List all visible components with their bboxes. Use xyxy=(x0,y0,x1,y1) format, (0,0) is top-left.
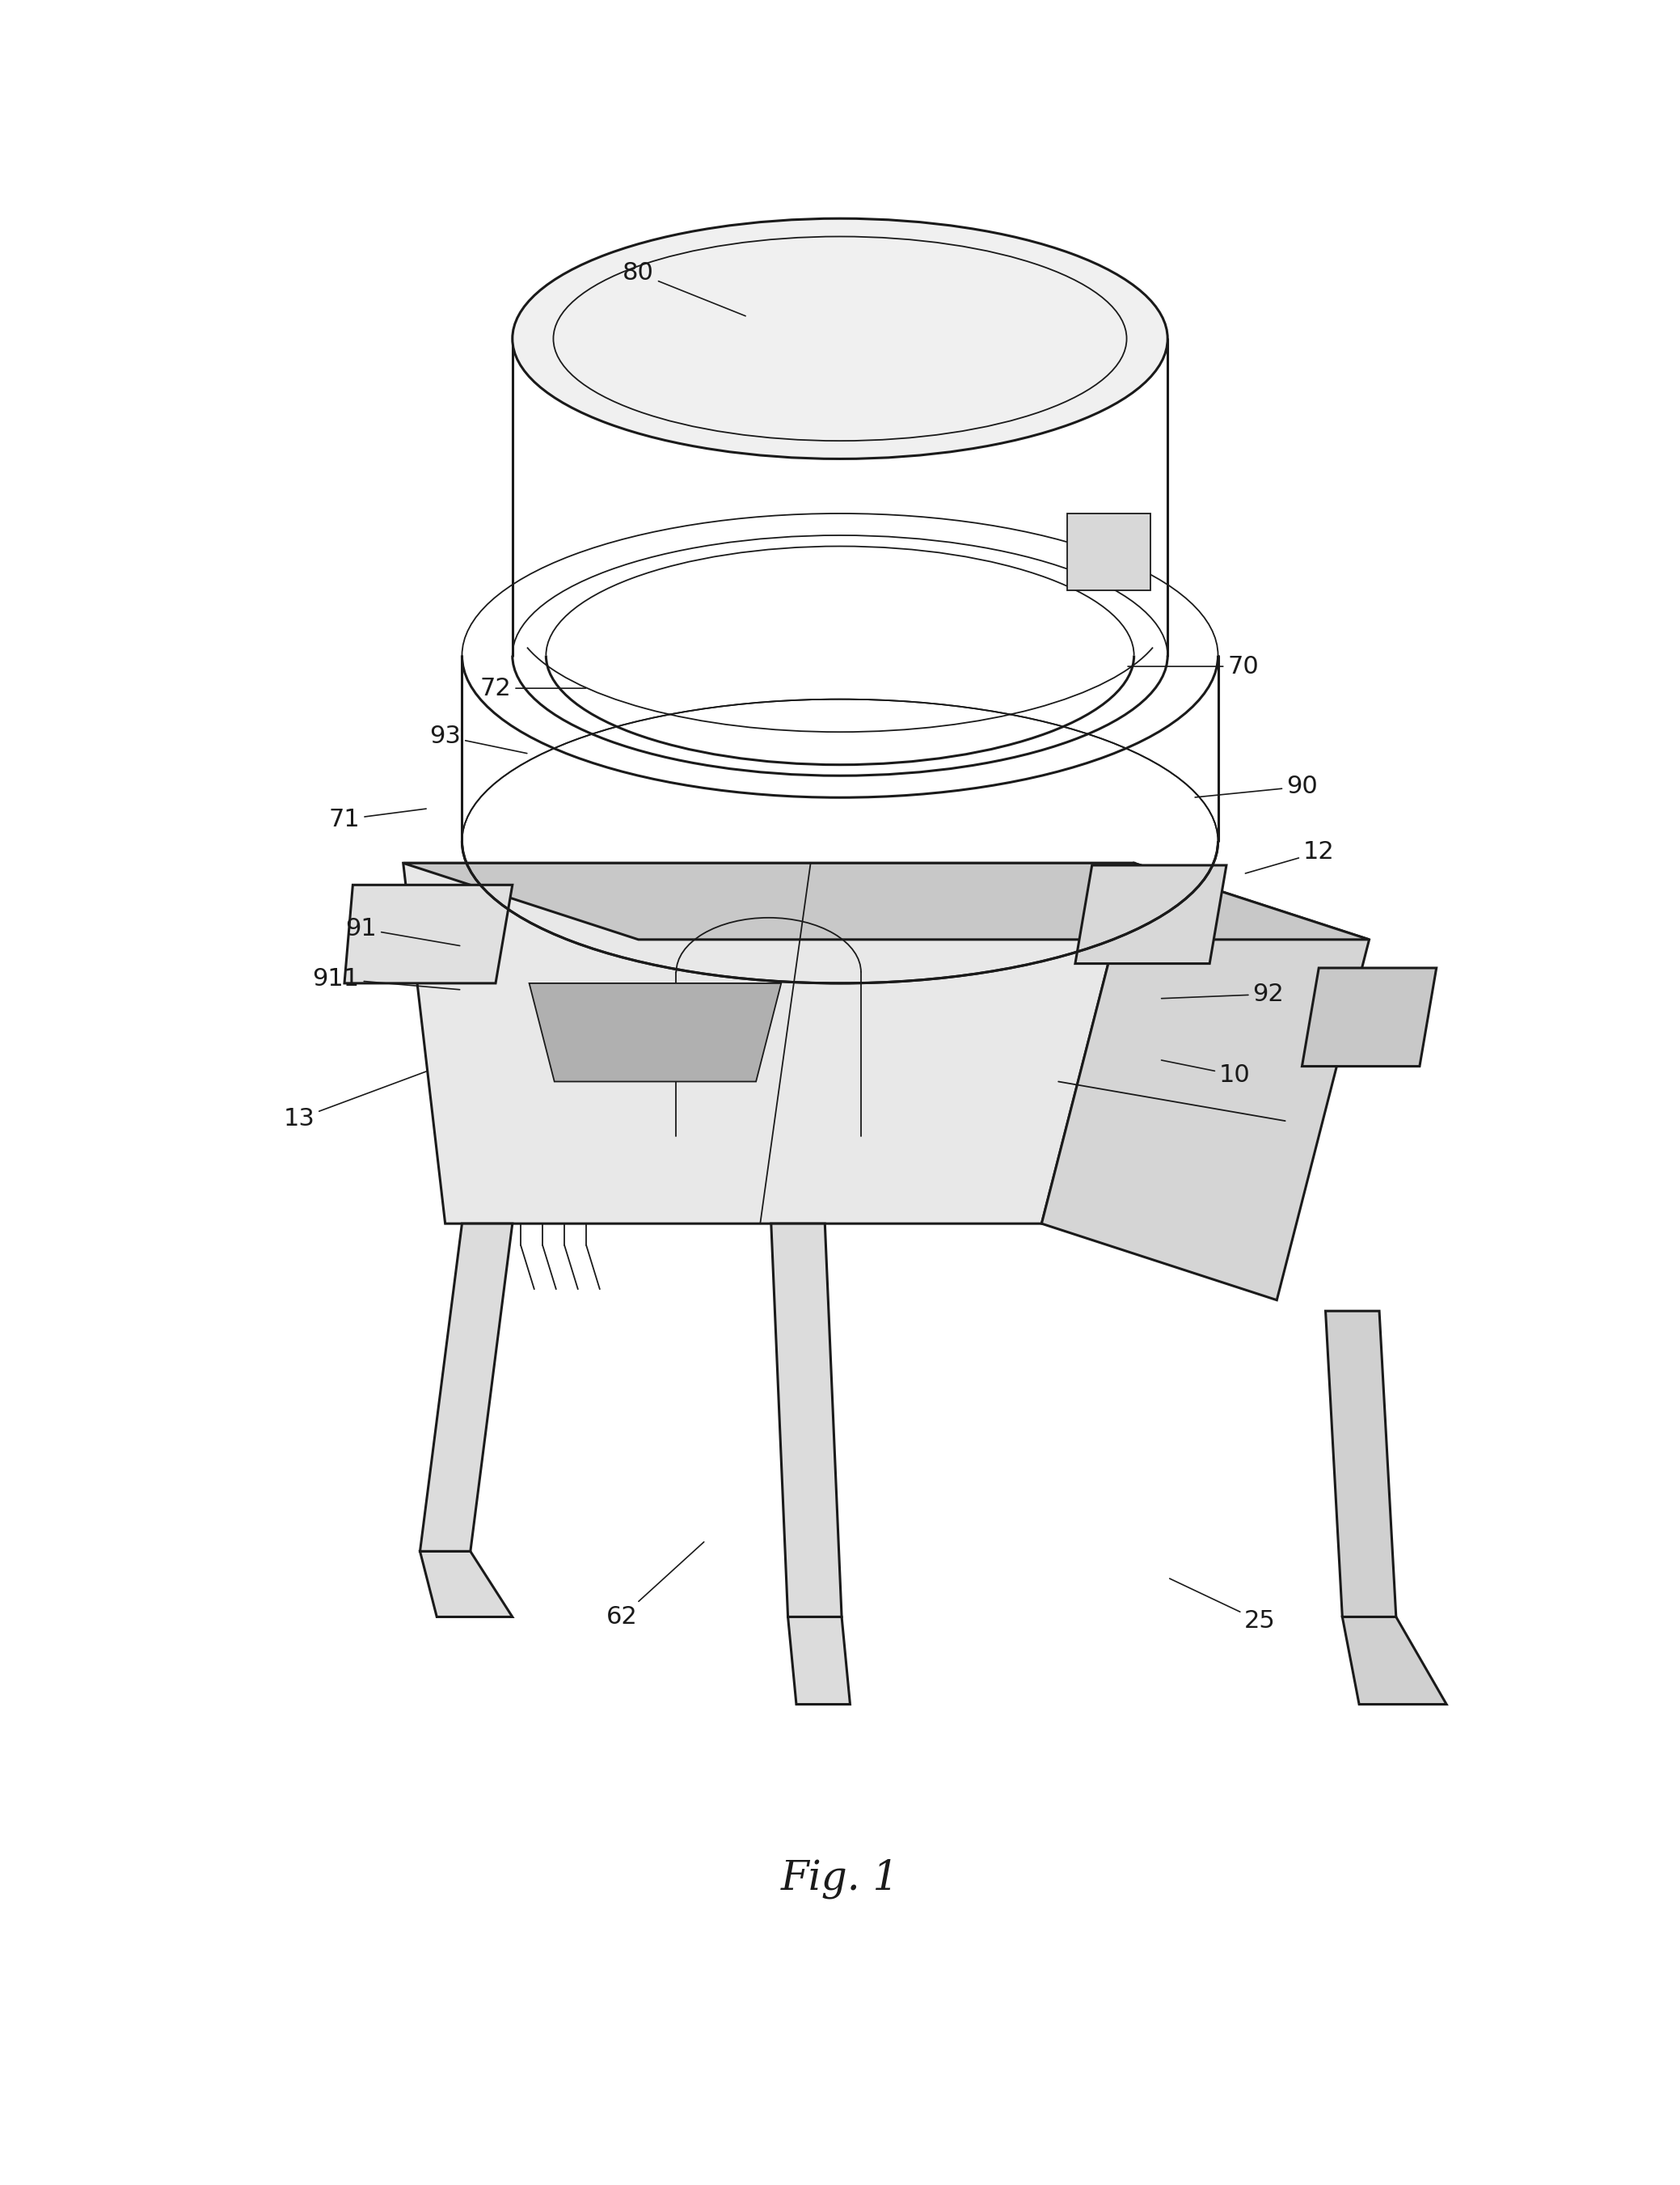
Text: 91: 91 xyxy=(346,918,460,946)
Polygon shape xyxy=(1326,1311,1396,1617)
Text: 71: 71 xyxy=(329,808,427,830)
Text: 92: 92 xyxy=(1161,983,1284,1005)
Polygon shape xyxy=(1342,1617,1446,1704)
Polygon shape xyxy=(1042,863,1369,1300)
Polygon shape xyxy=(403,863,1134,1224)
Text: 911: 911 xyxy=(312,968,460,990)
Polygon shape xyxy=(1067,513,1151,590)
Text: 93: 93 xyxy=(430,725,528,754)
Text: 70: 70 xyxy=(1127,656,1258,677)
Text: 72: 72 xyxy=(480,677,586,699)
Text: Fig. 1: Fig. 1 xyxy=(781,1859,899,1899)
Polygon shape xyxy=(788,1617,850,1704)
Text: 12: 12 xyxy=(1245,841,1334,874)
Polygon shape xyxy=(529,983,781,1082)
Polygon shape xyxy=(771,1224,842,1617)
Text: 62: 62 xyxy=(606,1543,704,1628)
Text: 90: 90 xyxy=(1194,776,1317,798)
Polygon shape xyxy=(1075,865,1226,964)
Polygon shape xyxy=(420,1551,512,1617)
Polygon shape xyxy=(403,863,1369,940)
Text: 25: 25 xyxy=(1169,1578,1275,1632)
Ellipse shape xyxy=(512,218,1168,459)
Text: 80: 80 xyxy=(623,262,746,317)
Text: 10: 10 xyxy=(1161,1060,1250,1086)
Polygon shape xyxy=(344,885,512,983)
Polygon shape xyxy=(1302,968,1436,1066)
Text: 13: 13 xyxy=(284,1071,427,1130)
Polygon shape xyxy=(420,1224,512,1551)
